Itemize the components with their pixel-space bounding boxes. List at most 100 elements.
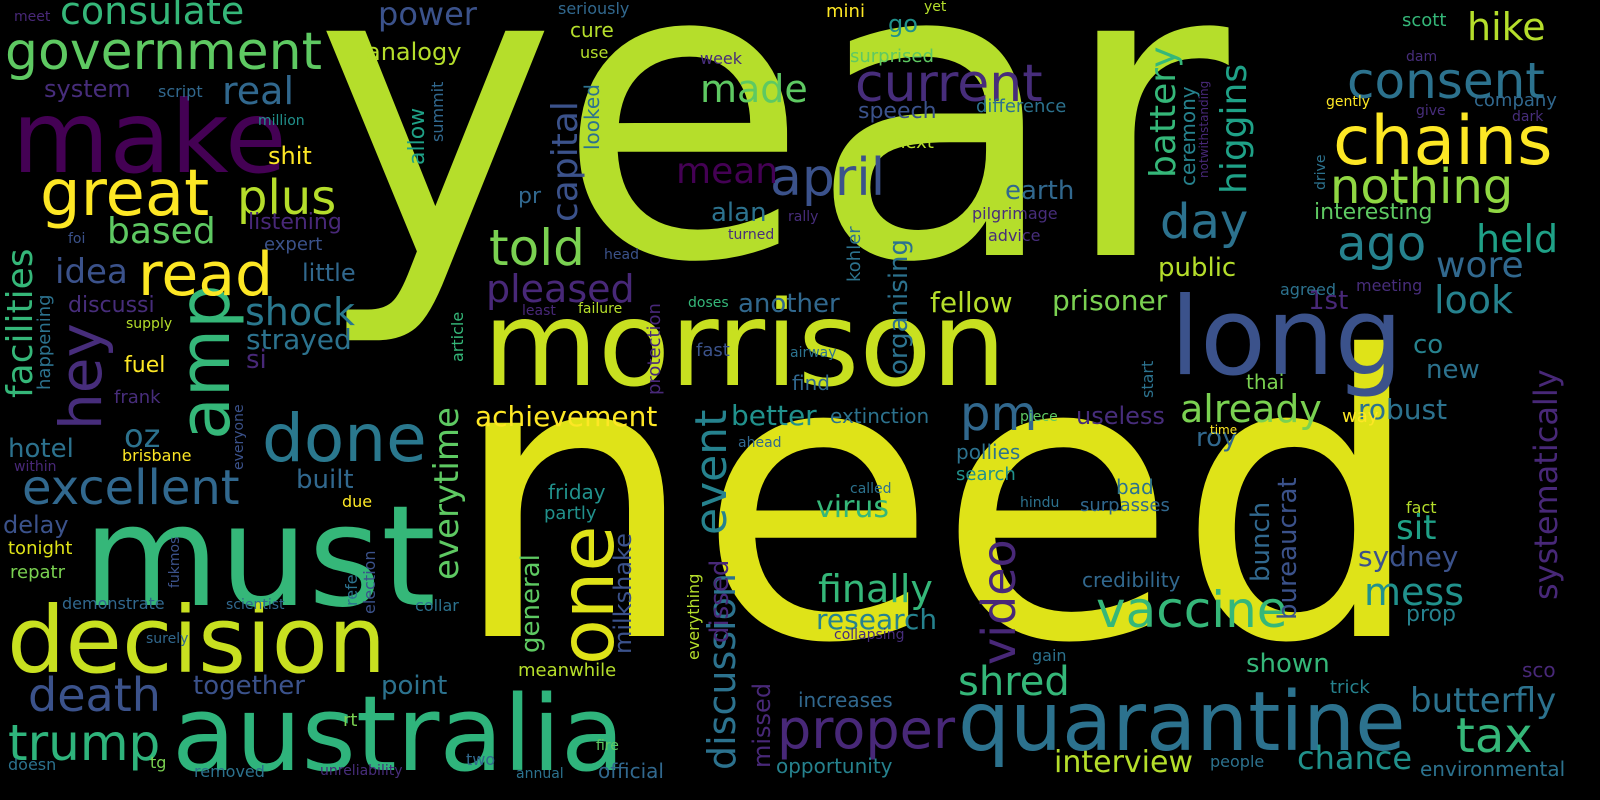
word-unreliability: unreliability bbox=[320, 763, 403, 779]
word-thai: thai bbox=[1246, 370, 1285, 394]
word-extinction: extinction bbox=[830, 404, 930, 428]
word-doesn: doesn bbox=[8, 755, 57, 774]
word-protection: protection bbox=[644, 303, 665, 395]
word-nothing: nothing bbox=[1330, 159, 1514, 215]
word-ahead: ahead bbox=[738, 435, 782, 451]
word-prisoner: prisoner bbox=[1052, 284, 1168, 317]
word-co: co bbox=[1413, 330, 1444, 360]
word-hey: hey bbox=[47, 323, 115, 430]
word-give: give bbox=[1416, 103, 1446, 119]
word-earth: earth bbox=[1005, 176, 1075, 206]
word-looked: looked bbox=[580, 84, 604, 150]
word-tonight: tonight bbox=[8, 538, 73, 559]
word-point: point bbox=[381, 671, 448, 701]
word-listening: listening bbox=[248, 210, 342, 235]
word-tax: tax bbox=[1456, 708, 1533, 764]
word-system: system bbox=[44, 75, 131, 103]
word-use: use bbox=[580, 43, 609, 62]
word-least: least bbox=[522, 303, 556, 319]
word-pm: pm bbox=[960, 386, 1038, 442]
word-great: great bbox=[40, 157, 210, 231]
word-little: little bbox=[302, 259, 356, 287]
word-credibility: credibility bbox=[1082, 568, 1181, 592]
word-mini: mini bbox=[826, 1, 865, 22]
word-long: long bbox=[1170, 275, 1404, 400]
word-way: way bbox=[1342, 406, 1379, 427]
word-pr: pr bbox=[518, 184, 542, 209]
word-pilgrimage: pilgrimage bbox=[972, 204, 1058, 223]
word-fact: fact bbox=[1406, 498, 1437, 517]
word-week: week bbox=[700, 49, 743, 68]
word-meeting: meeting bbox=[1356, 276, 1423, 295]
word-wore: wore bbox=[1436, 245, 1524, 286]
word-hotel: hotel bbox=[8, 434, 74, 464]
word-collar: collar bbox=[415, 596, 459, 615]
word-government: government bbox=[5, 22, 323, 82]
word-environmental: environmental bbox=[1420, 757, 1566, 781]
word-useless: useless bbox=[1076, 402, 1165, 430]
word-together: together bbox=[193, 671, 305, 701]
word-fellow: fellow bbox=[930, 286, 1013, 319]
word-surprised: surprised bbox=[850, 46, 934, 67]
word-meanwhile: meanwhile bbox=[518, 660, 617, 681]
word-video: video bbox=[972, 539, 1026, 665]
word-interesting: interesting bbox=[1314, 200, 1433, 225]
word-better: better bbox=[731, 399, 817, 432]
word-robust: robust bbox=[1358, 393, 1448, 426]
word-annual: annual bbox=[516, 766, 564, 782]
word-drive: drive bbox=[1313, 154, 1329, 190]
word-article: article bbox=[448, 311, 467, 362]
word-quarantine: quarantine bbox=[958, 675, 1406, 770]
word-sydney: sydney bbox=[1358, 540, 1459, 573]
word-already: already bbox=[1180, 387, 1322, 431]
word-repatr: repatr bbox=[10, 562, 65, 583]
word-proper: proper bbox=[777, 698, 956, 761]
word-butterfly: butterfly bbox=[1410, 681, 1557, 721]
word-decision: decision bbox=[7, 587, 387, 694]
word-done: done bbox=[262, 400, 427, 477]
word-finally: finally bbox=[818, 567, 933, 611]
word-excellent: excellent bbox=[22, 460, 240, 516]
word-brisbane: brisbane bbox=[122, 446, 192, 465]
word-consent: consent bbox=[1347, 52, 1545, 110]
word-april: april bbox=[770, 148, 886, 208]
word-fuel: fuel bbox=[124, 353, 166, 378]
word-shown: shown bbox=[1246, 649, 1330, 679]
word-supply: supply bbox=[126, 316, 173, 332]
word-collapsing: collapsing bbox=[834, 627, 905, 643]
word-advice: advice bbox=[988, 226, 1041, 245]
word-roy: roy bbox=[1196, 423, 1238, 453]
word-bunch: bunch bbox=[1246, 501, 1276, 582]
word-gently: gently bbox=[1326, 94, 1371, 110]
word-current: current bbox=[855, 54, 1043, 114]
word-surely: surely bbox=[146, 631, 189, 647]
word-allow: allow bbox=[405, 107, 430, 165]
word-cure: cure bbox=[570, 18, 614, 42]
word-summit: summit bbox=[428, 81, 447, 142]
word-oz: oz bbox=[124, 417, 161, 455]
word-seriously: seriously bbox=[558, 0, 630, 18]
word-milkshake: milkshake bbox=[609, 533, 637, 654]
word-piece: piece bbox=[1020, 409, 1058, 425]
word-frank: frank bbox=[114, 387, 161, 408]
word-bad: bad bbox=[1116, 475, 1154, 499]
word-si: si bbox=[246, 345, 267, 375]
word-event: event bbox=[686, 409, 737, 535]
word-bureaucrat: bureaucrat bbox=[1273, 477, 1303, 620]
word-hindu: hindu bbox=[1020, 495, 1060, 511]
word-discussi: discussi bbox=[68, 293, 155, 318]
word-million: million bbox=[258, 113, 305, 129]
word-based: based bbox=[107, 211, 216, 252]
word-mean: mean bbox=[676, 151, 779, 192]
word-plus: plus bbox=[237, 170, 337, 226]
word-consulate: consulate bbox=[60, 0, 245, 33]
word-gain: gain bbox=[1032, 646, 1067, 665]
word-scientist: scientist bbox=[226, 597, 285, 613]
word-dark: dark bbox=[1512, 109, 1544, 125]
word-strayed: strayed bbox=[246, 323, 352, 356]
word-held: held bbox=[1476, 217, 1559, 261]
word-death: death bbox=[28, 668, 161, 722]
word-refe: refe bbox=[342, 574, 361, 606]
word-opportunity: opportunity bbox=[776, 754, 893, 778]
